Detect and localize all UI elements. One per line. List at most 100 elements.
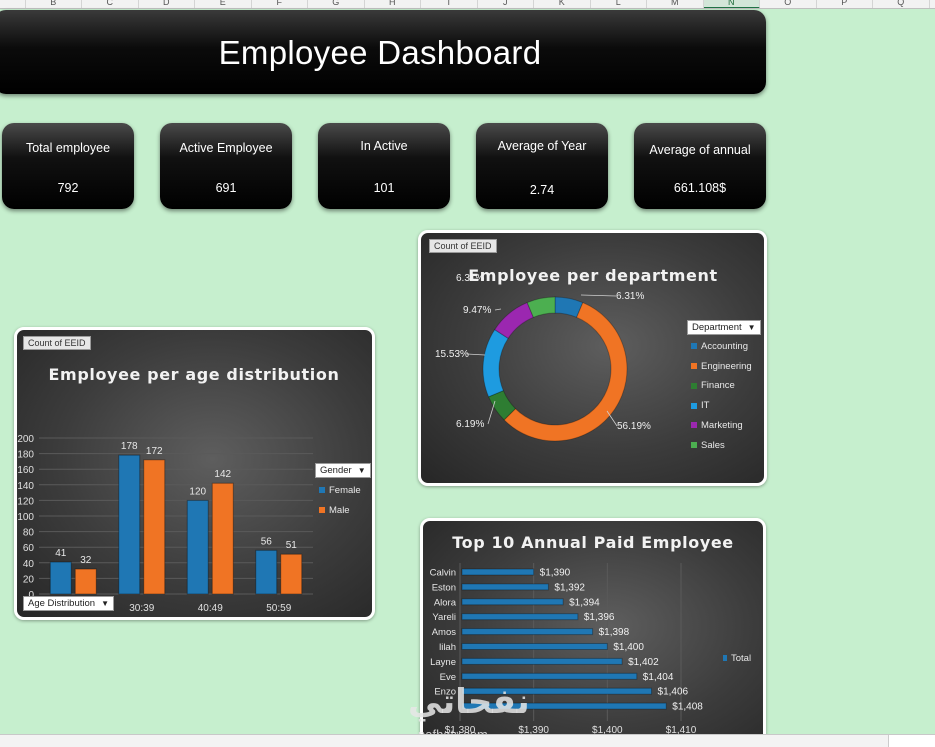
age-distribution-filter-dropdown[interactable]: Age Distribution ▼ (23, 596, 114, 611)
x-tick-label: $1,380 (445, 725, 476, 736)
kpi-average-annual[interactable]: Average of annual 661.108$ (634, 123, 766, 209)
leader-line (580, 294, 617, 297)
pivot-field-tag[interactable]: Count of EEID (23, 336, 91, 350)
column-header-q[interactable]: Q (873, 0, 930, 8)
y-tick-label: 100 (17, 512, 34, 523)
department-filter-dropdown[interactable]: Department ▼ (687, 320, 761, 335)
bar-female (255, 549, 278, 595)
slice-label: 6.31% (456, 273, 484, 284)
gender-filter-label: Gender (320, 465, 352, 476)
column-header-f[interactable]: F (252, 0, 308, 8)
bar-male (74, 568, 97, 595)
y-tick-label: Eve (440, 672, 456, 683)
legend-label: Engineering (701, 360, 752, 372)
pivot-field-tag[interactable]: Count of EEID (429, 239, 497, 253)
bar-total (461, 628, 594, 636)
dashboard-title-banner: Employee Dashboard (0, 10, 766, 94)
department-chart[interactable]: Count of EEID Employee per department 6.3… (418, 230, 767, 486)
kpi-total-employee[interactable]: Total employee 792 (2, 123, 134, 209)
bar-total (461, 643, 608, 650)
y-tick-label: 80 (23, 528, 35, 539)
age-chart-svg: Employee per age distribution 0 20 40 60 80 10… (17, 365, 339, 614)
kpi-inactive[interactable]: In Active 101 (318, 123, 450, 209)
legend-swatch (691, 343, 697, 350)
age-distribution-chart[interactable]: Count of EEID Employee per age distribut… (14, 327, 375, 620)
column-header-bar[interactable]: ABCDEFGHIJKLMNOPQ (0, 0, 935, 9)
legend-it: IT (691, 400, 709, 411)
legend-swatch (691, 441, 697, 448)
data-label: 51 (286, 540, 298, 551)
legend-swatch (691, 382, 697, 389)
y-tick-label: 180 (17, 450, 34, 461)
column-header-c[interactable]: C (82, 0, 139, 8)
kpi-average-year[interactable]: Average of Year 2.74 (476, 123, 608, 209)
column-header-m[interactable]: M (647, 0, 704, 8)
age-filter-label: Age Distribution (28, 598, 96, 609)
legend-label: Male (329, 505, 350, 516)
column-header-e[interactable]: E (195, 0, 252, 8)
sheet-bottom-bar (0, 734, 935, 747)
chevron-down-icon: ▼ (357, 466, 366, 475)
column-header-h[interactable]: H (365, 0, 421, 8)
y-tick-label: Alora (434, 597, 457, 608)
y-tick-label: lilah (439, 642, 456, 653)
kpi-value: 691 (215, 181, 237, 195)
watermark-logo: نفحاتي (408, 682, 531, 722)
kpi-value: 792 (57, 181, 79, 195)
top10-paid-chart[interactable]: Top 10 Annual Paid Employee $1,380 $1,390 $… (420, 518, 766, 747)
leader-line (466, 353, 486, 356)
kpi-active-employee[interactable]: Active Employee 691 (160, 123, 292, 209)
legend-swatch (319, 487, 325, 494)
chart-title: Employee per department (468, 266, 717, 285)
y-tick-label: 200 (17, 434, 34, 445)
kpi-value: 2.74 (529, 183, 555, 197)
kpi-label: Active Employee (179, 141, 273, 155)
data-label: 120 (189, 486, 206, 497)
bar-male (211, 482, 234, 595)
legend-swatch (691, 363, 697, 370)
data-label: 172 (146, 446, 163, 457)
x-tick-label: 50:59 (266, 603, 291, 614)
column-header-k[interactable]: K (534, 0, 591, 8)
column-header-g[interactable]: G (308, 0, 365, 8)
gender-filter-dropdown[interactable]: Gender ▼ (315, 463, 371, 478)
slice-label: 6.31% (616, 291, 644, 302)
column-header-i[interactable]: I (421, 0, 478, 8)
bar-female (186, 499, 209, 595)
y-tick-label: 60 (23, 543, 35, 554)
x-tick-label: 40:49 (198, 603, 223, 614)
data-label: 32 (80, 555, 92, 566)
column-header-b[interactable]: B (26, 0, 82, 8)
column-header-p[interactable]: P (817, 0, 873, 8)
column-header-a[interactable]: A (0, 0, 26, 8)
chevron-down-icon: ▼ (101, 599, 109, 608)
bar-total (461, 598, 564, 606)
data-label: $1,392 (554, 582, 585, 593)
column-header-l[interactable]: L (591, 0, 647, 8)
legend-engineering: Engineering (691, 361, 752, 372)
column-header-d[interactable]: D (139, 0, 195, 8)
data-label: $1,402 (628, 657, 659, 668)
data-label: $1,408 (672, 702, 703, 713)
slice-label: 56.19% (617, 421, 651, 432)
bar-total (461, 687, 653, 695)
bar-total (461, 583, 549, 591)
bar-total (461, 657, 623, 665)
leader-line (487, 400, 496, 425)
y-tick-label: Enzo (434, 687, 456, 698)
bar-total (461, 702, 667, 710)
column-header-j[interactable]: J (478, 0, 534, 8)
scroll-area[interactable] (888, 735, 935, 747)
slice-label: 6.19% (456, 419, 484, 430)
data-label: $1,400 (613, 642, 644, 653)
slice-sales (526, 296, 556, 318)
legend-accounting: Accounting (691, 341, 748, 352)
kpi-label: Average of annual (649, 143, 751, 157)
legend-label: Sales (701, 439, 725, 451)
data-label: $1,390 (540, 568, 571, 579)
column-header-n[interactable]: N (703, 0, 760, 8)
x-tick-label: $1,390 (518, 725, 549, 736)
kpi-label: Total employee (25, 141, 111, 155)
column-header-o[interactable]: O (760, 0, 817, 8)
x-tick-label: 30:39 (129, 603, 154, 614)
